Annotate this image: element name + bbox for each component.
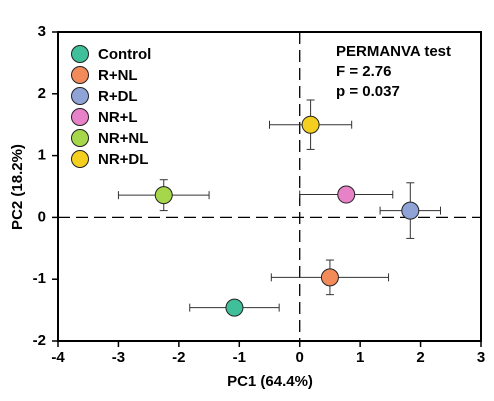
x-tick-label: 1: [356, 349, 364, 366]
legend-label: R+DL: [98, 88, 138, 105]
legend-marker: [71, 108, 89, 126]
point: [301, 115, 320, 134]
legend-marker: [71, 45, 89, 63]
plot-frame: [57, 31, 482, 342]
y-tick-label: -2: [33, 332, 46, 349]
y-tick-label: 2: [38, 85, 46, 102]
y-tick-label: 1: [38, 147, 46, 164]
y-axis-label: PC2 (18.2%): [9, 144, 26, 230]
annotation: PERMANVA test: [336, 43, 451, 60]
annotation: F = 2.76: [336, 63, 391, 80]
point: [401, 201, 420, 220]
legend-label: Control: [98, 46, 151, 63]
point: [225, 298, 244, 317]
legend-marker: [71, 129, 89, 147]
y-tick-label: 0: [38, 208, 46, 225]
legend-label: NR+DL: [98, 151, 148, 168]
legend-label: R+NL: [98, 67, 138, 84]
x-tick-label: 2: [416, 349, 424, 366]
y-tick-label: 3: [38, 23, 46, 40]
x-tick-label: 3: [477, 349, 485, 366]
x-axis-label: PC1 (64.4%): [227, 373, 313, 390]
point: [337, 185, 356, 204]
legend-label: NR+L: [98, 109, 138, 126]
y-tick-label: -1: [33, 270, 46, 287]
annotation: p = 0.037: [336, 83, 400, 100]
legend-marker: [71, 66, 89, 84]
legend-marker: [71, 87, 89, 105]
point: [320, 268, 339, 287]
point: [154, 186, 173, 205]
x-tick-label: -2: [172, 349, 185, 366]
legend-marker: [71, 150, 89, 168]
x-tick-label: -3: [112, 349, 125, 366]
x-tick-label: -1: [233, 349, 246, 366]
legend-label: NR+NL: [98, 130, 148, 147]
x-tick-label: -4: [51, 349, 65, 366]
x-tick-label: 0: [296, 349, 304, 366]
